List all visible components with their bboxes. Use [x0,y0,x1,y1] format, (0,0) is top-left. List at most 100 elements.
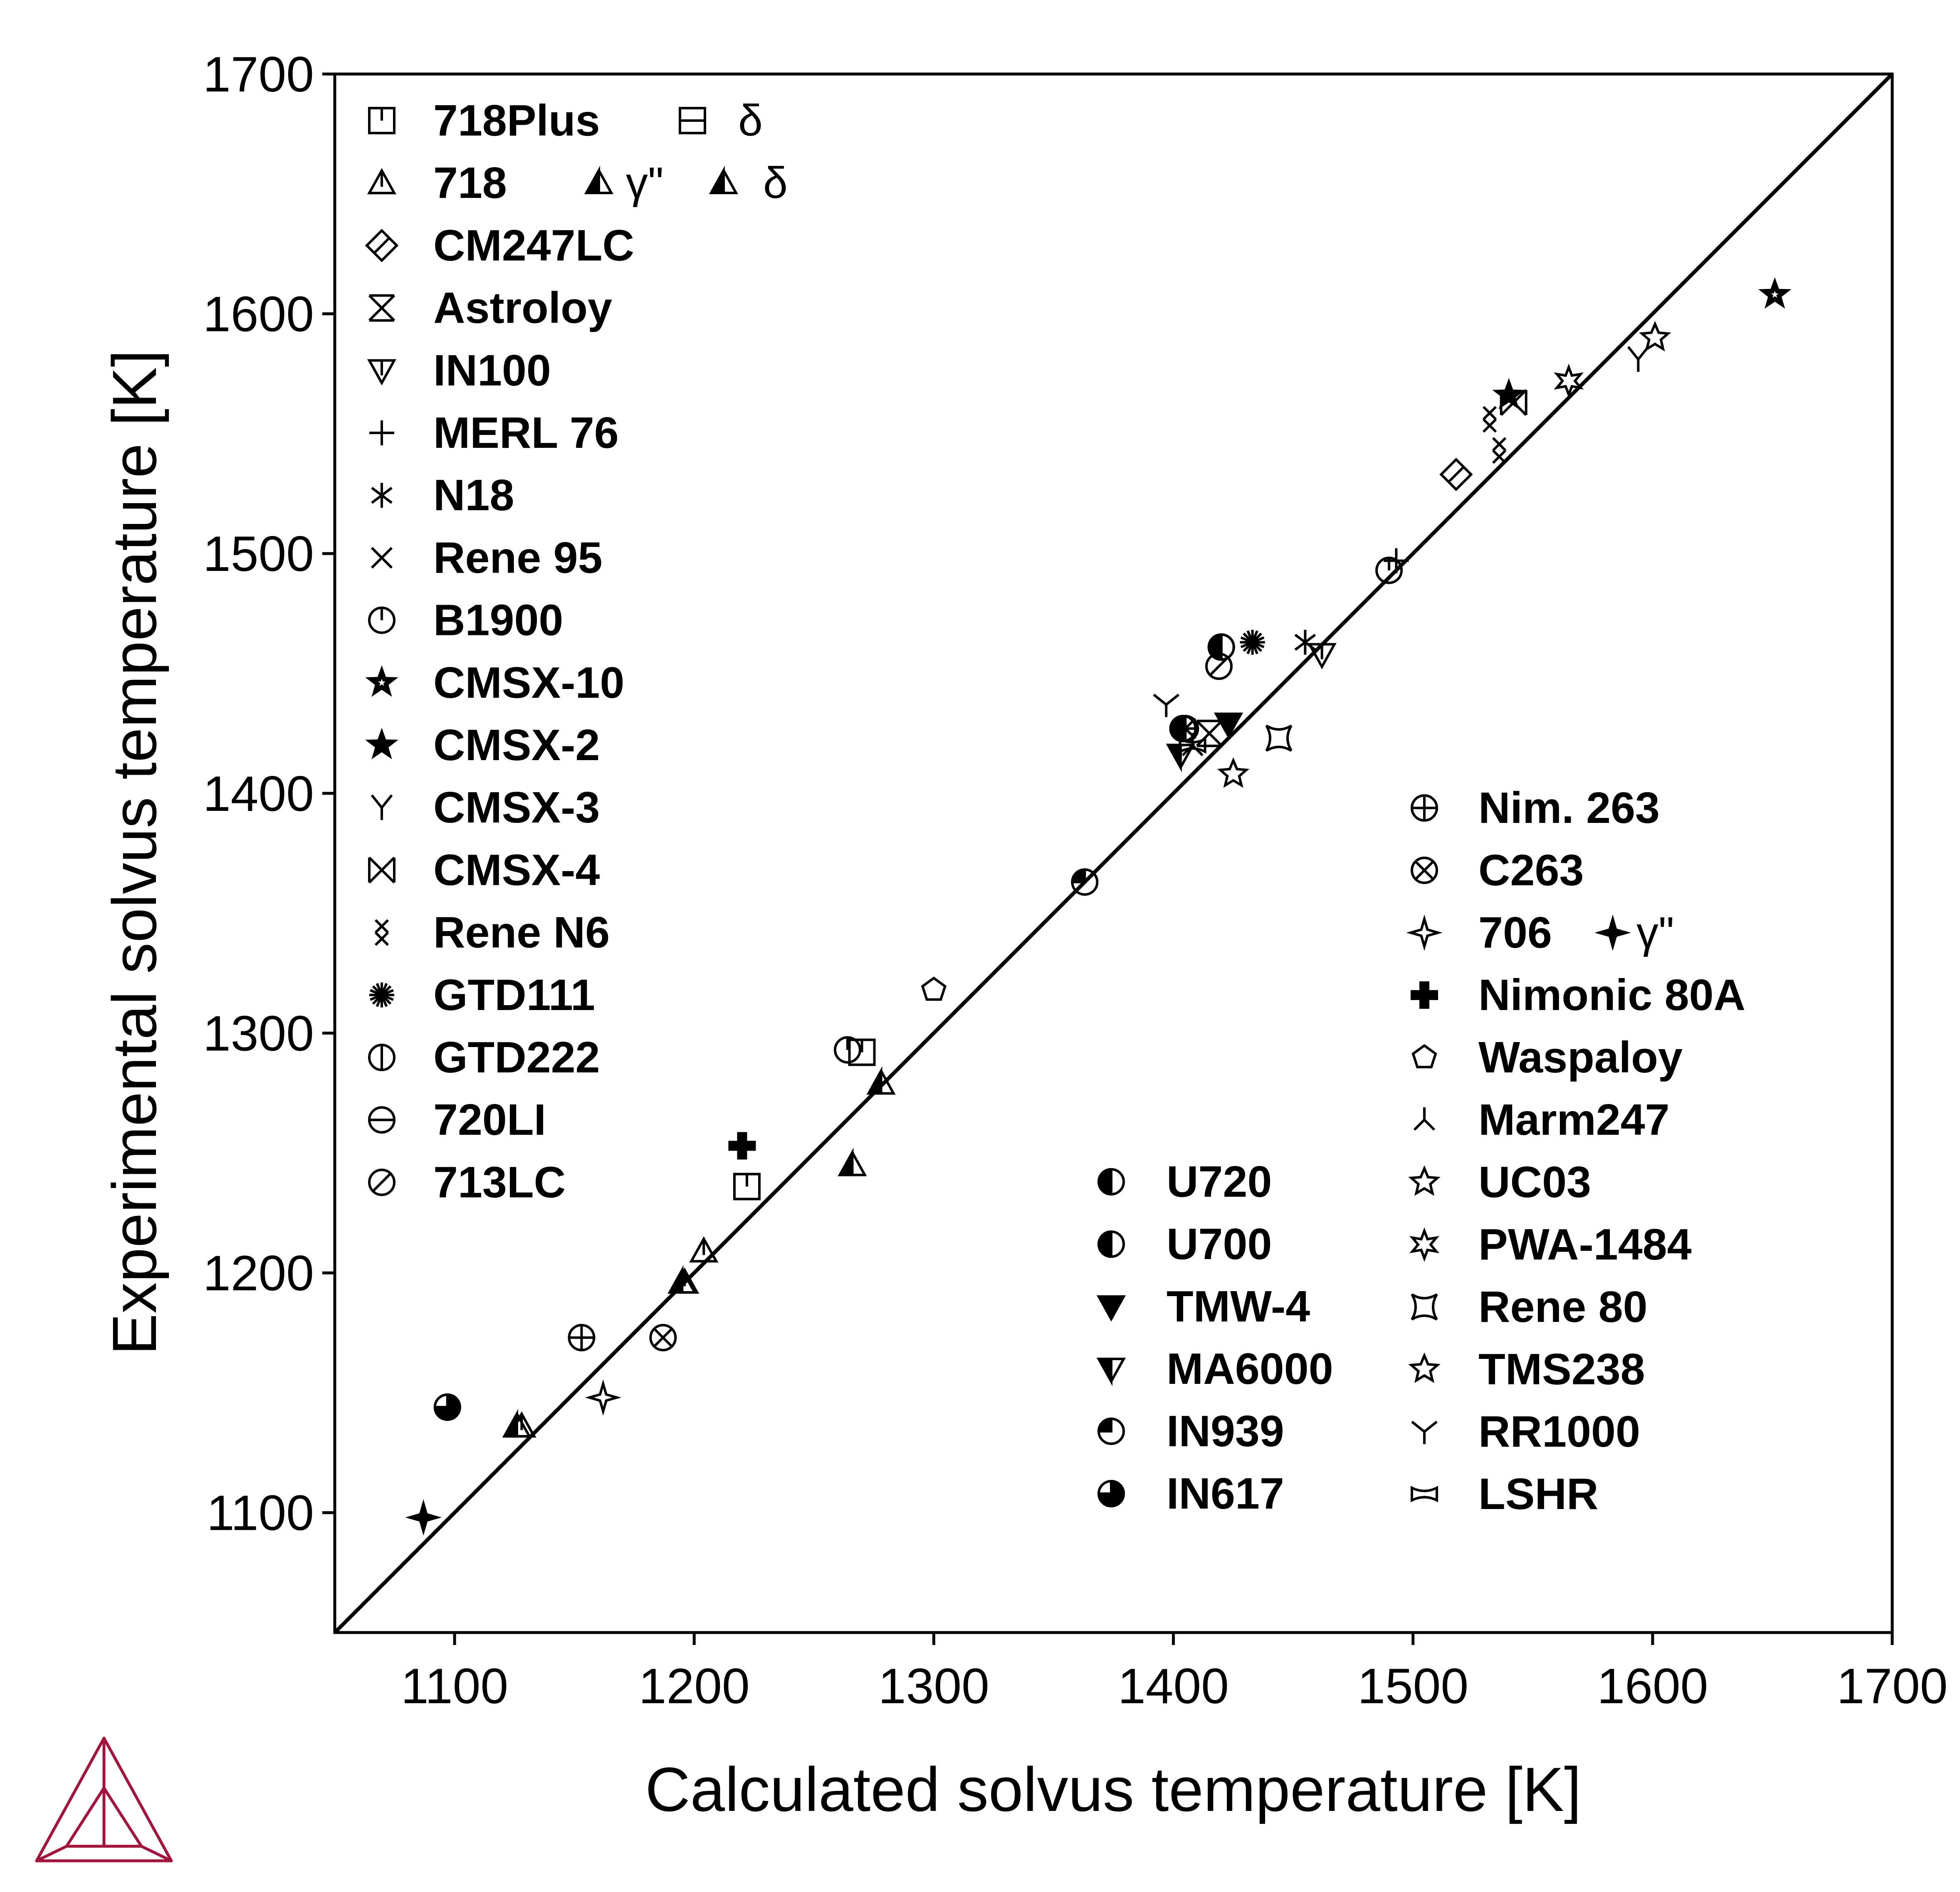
legend-item: δ [679,96,763,145]
legend-marker [368,294,395,322]
legend-item: Rene 95 [371,533,603,582]
legend-item: N18 [371,471,514,520]
thermo-calc-logo-icon [35,1736,173,1862]
reference-line [333,72,1894,1634]
legend-label: B1900 [433,596,563,645]
legend-marker [374,919,389,946]
legend-marker [1411,1044,1437,1069]
legend-item: C263 [1411,846,1584,895]
legend-marker [1096,1295,1126,1322]
legend-label: γ" [1636,908,1674,957]
legend-label: TMS238 [1478,1345,1645,1394]
legend-label: CMSX-3 [433,783,600,832]
legend-marker [368,1044,395,1071]
data-point [1758,277,1792,309]
legend-item: MERL 76 [369,408,619,457]
legend-label: γ" [626,158,664,207]
legend-marker [368,857,395,884]
legend-item: 718 [367,158,507,207]
y-tick-label: 1600 [203,287,314,342]
legend-item: δ [709,158,788,207]
legend-marker [709,165,739,194]
x-tick-label: 1300 [878,1658,989,1714]
x-tick-label: 1200 [639,1658,750,1714]
data-point [502,1409,531,1438]
legend-label: Rene 95 [433,533,603,582]
legend-label: MERL 76 [433,408,619,457]
legend-marker [368,606,395,634]
legend-marker [679,107,706,134]
legend-marker [371,483,393,508]
legend-label: 720LI [433,1095,546,1144]
x-tick-label: 1700 [1837,1658,1948,1714]
legend-item: TMW-4 [1096,1282,1310,1331]
legend-item: 720LI [368,1095,546,1144]
legend-marker [584,165,614,194]
legend-marker [371,794,393,820]
legend-label: UC03 [1478,1158,1591,1207]
legend-item: γ" [1594,908,1674,957]
legend-marker [1408,1165,1441,1196]
legend-item: GTD111 [369,971,595,1020]
legend-label: GTD111 [433,971,595,1020]
y-tick-label: 1400 [203,766,314,822]
data-point [1240,630,1265,655]
data-point [1265,724,1293,752]
legend-item: 718Plus [368,96,600,145]
legend-marker [1411,1420,1438,1444]
legend-marker [1411,857,1438,884]
legend-label: Rene N6 [433,908,610,957]
data-point [649,1324,677,1351]
legend-item: γ" [584,158,664,207]
data-point [1214,712,1243,739]
data-point [1554,363,1584,398]
legend-label: C263 [1478,846,1584,895]
legend-marker [367,359,397,385]
data-point [585,1379,622,1416]
legend-label: MA6000 [1167,1344,1333,1393]
legend-item: CMSX-10 [365,658,624,707]
legend-label: CMSX-2 [433,721,600,770]
legend-label: RR1000 [1478,1407,1640,1456]
legend-marker [368,1106,395,1134]
legend-marker [1411,1486,1438,1502]
legend-marker [1097,1417,1125,1445]
legend-label: TMW-4 [1167,1282,1310,1331]
legend-marker [365,229,399,262]
legend-item: Waspaloy [1411,1033,1683,1082]
data-point [1307,643,1337,669]
data-points [405,277,1792,1536]
legend-marker [371,547,393,569]
legend-label: Marm247 [1478,1095,1670,1144]
x-tick-label: 1100 [401,1658,508,1714]
data-point [405,1499,442,1536]
legend: 718Plus 718 CM247LC Astroloy IN100 MERL 76 N18… [365,96,1745,1519]
legend-label: 718Plus [433,96,600,145]
data-point [728,1132,756,1160]
legend-label: N18 [433,471,514,520]
legend-item: 706 [1406,908,1552,957]
legend-item: PWA-1484 [1409,1220,1692,1269]
legend-item: Astroloy [368,284,612,333]
legend-item: Marm247 [1413,1095,1670,1144]
data-point [848,1038,876,1066]
legend-label: IN939 [1167,1407,1284,1456]
legend-item: MA6000 [1096,1344,1333,1393]
data-point [1217,757,1250,788]
legend-item: IN939 [1097,1407,1284,1456]
legend-label: U700 [1167,1220,1272,1269]
axis-ticks: 1100 1200 1300 1400 1500 1600 1700 1100 1200 1300… [203,47,1948,1714]
legend-label: Astroloy [433,284,612,333]
legend-marker [368,107,395,134]
legend-marker [1097,1168,1125,1196]
legend-label: PWA-1484 [1478,1220,1692,1269]
legend-item: Nim. 263 [1411,783,1660,832]
data-point [433,1393,461,1421]
legend-marker [365,728,398,759]
data-point [568,1324,596,1351]
legend-label: CMSX-10 [433,658,624,707]
data-point [1166,743,1195,773]
data-point [921,976,947,1001]
legend-item: Rene N6 [374,908,610,957]
y-tick-label: 1100 [207,1485,314,1541]
